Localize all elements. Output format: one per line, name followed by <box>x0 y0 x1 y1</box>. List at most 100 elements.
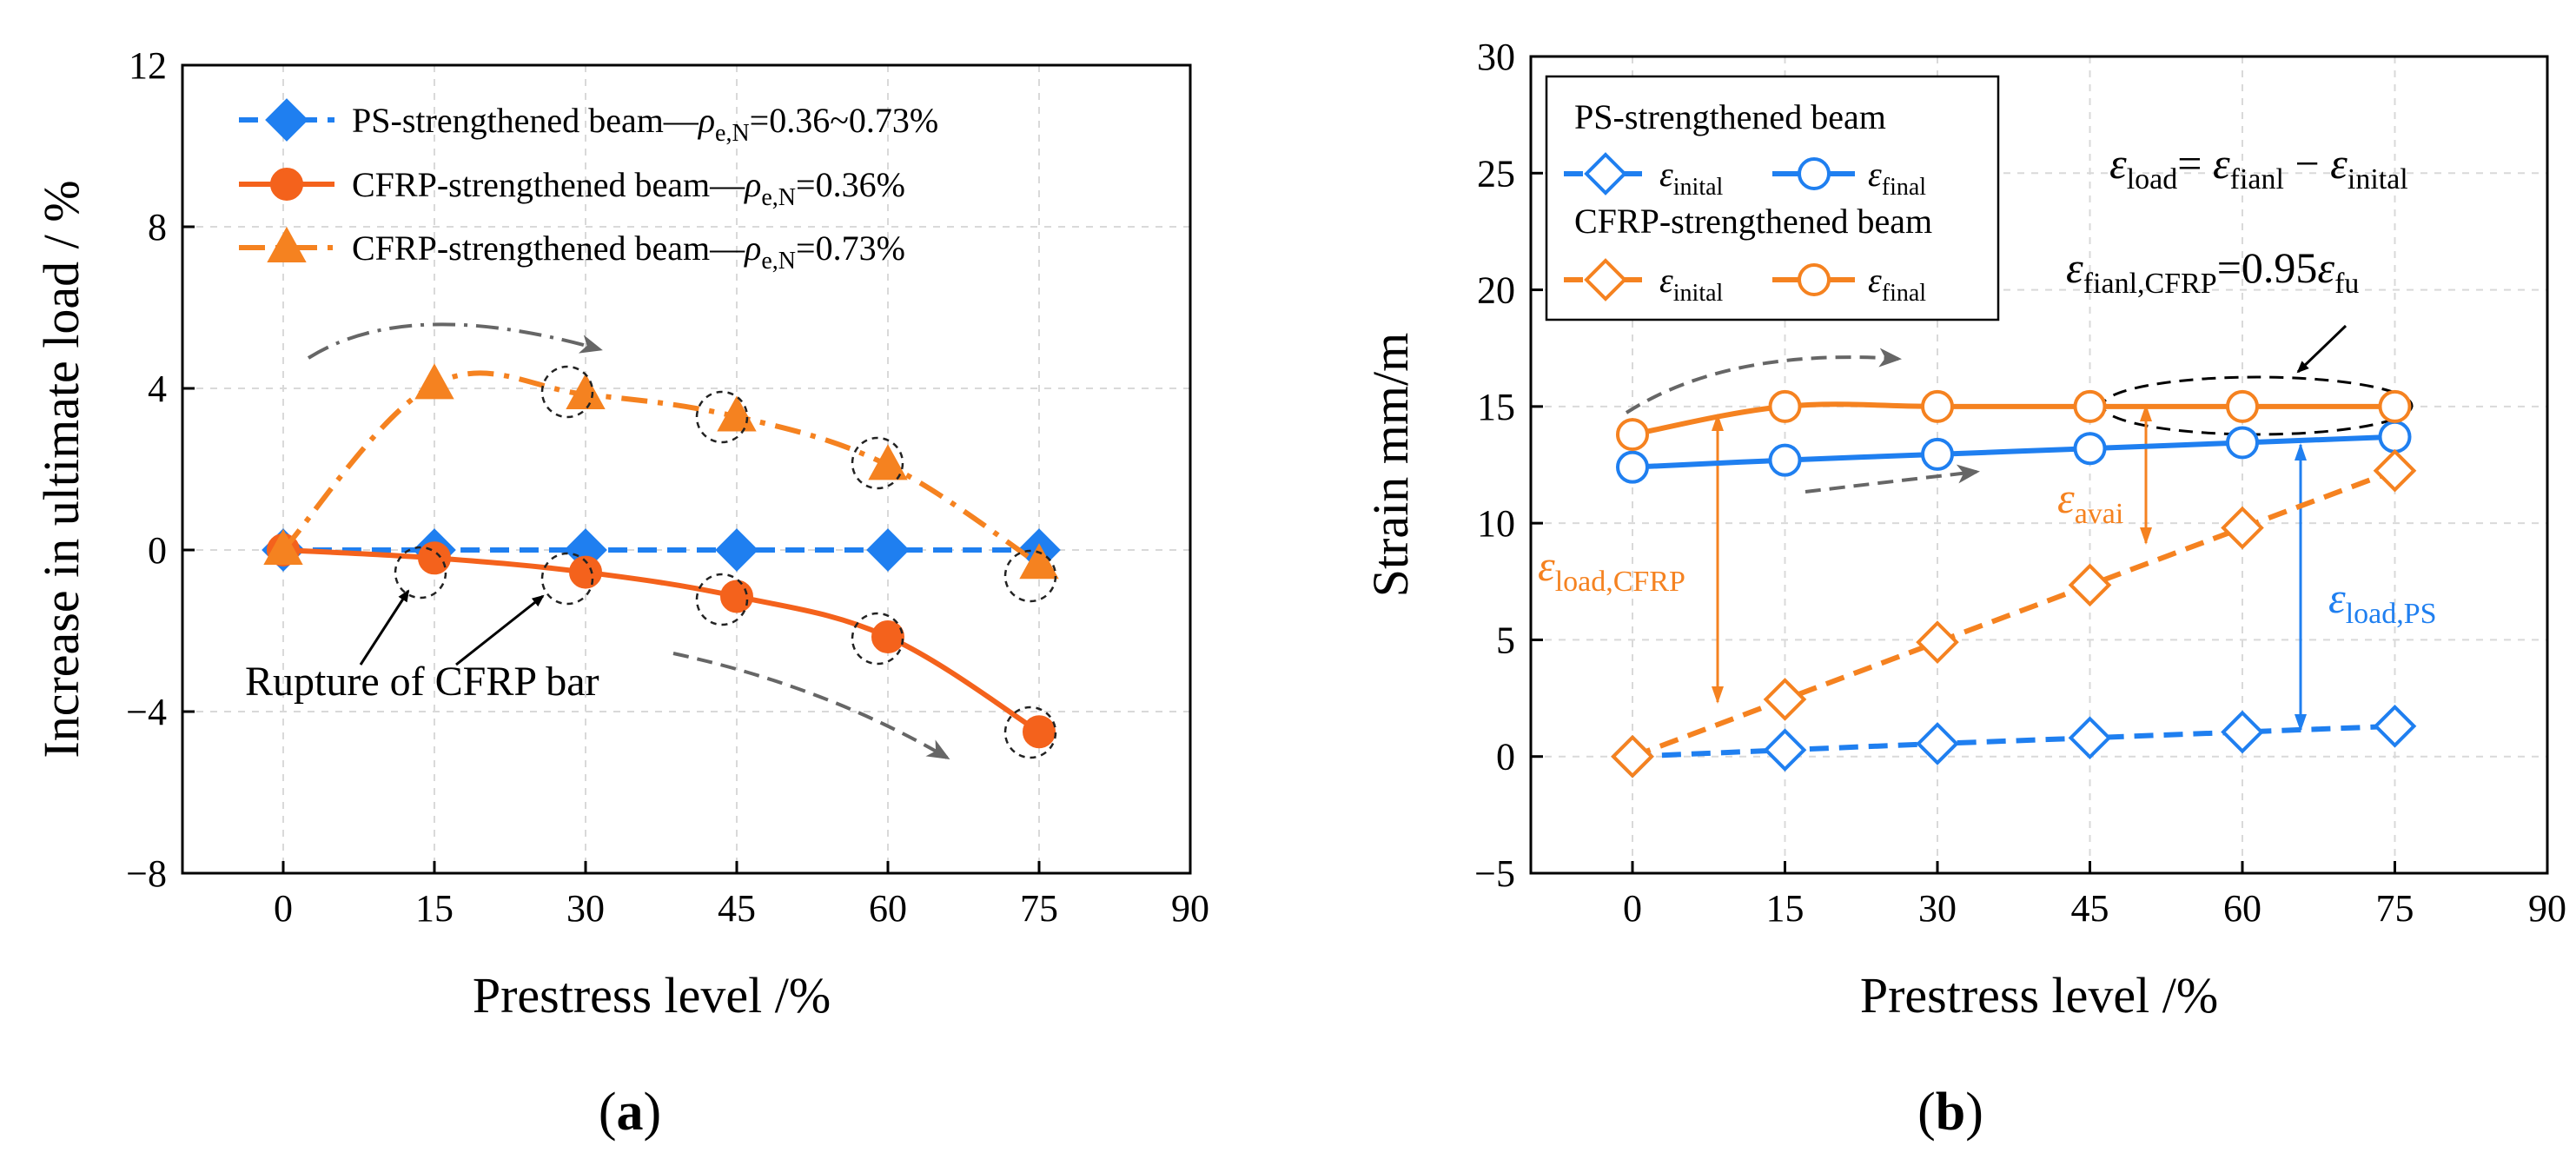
chart-b-series-line-0 <box>1632 723 2395 759</box>
trend-arrow-b-lower <box>1805 464 1980 494</box>
chart-a-point-s2-1 <box>414 363 454 400</box>
chart-b-point-s1-1 <box>1768 443 1802 477</box>
rupture-markers <box>394 365 1057 759</box>
chart-b-series <box>1611 389 2417 778</box>
chart-b-legend: PS-strengthened beam CFRP-strengthened b… <box>1545 75 2000 321</box>
chart-b-ytick-label: 15 <box>1477 386 1515 428</box>
chart-b-point-s1-5 <box>2378 420 2412 454</box>
legend-a-label-main: CFRP-strengthened beam— <box>352 229 745 268</box>
label-load-cfrp: εload,CFRP <box>1538 541 1685 598</box>
legend-a-label-rho: ρ <box>743 165 761 204</box>
chart-b-series-line-3 <box>1632 401 2395 438</box>
chart-b-series-line-2 <box>1631 467 2396 759</box>
legend-a-label-sub: e,N <box>761 248 796 275</box>
chart-a: 0 15 30 45 60 75 90 −8 −4 0 4 8 12 Rupture of CFRP b… <box>33 44 1209 1142</box>
chart-b-xtick-label: 15 <box>1766 887 1805 930</box>
chart-a-xtick-label: 90 <box>1171 887 1209 930</box>
legend-a-label-tail: =0.36% <box>796 165 905 204</box>
chart-a-point-s2-0 <box>263 528 303 565</box>
chart-b-ticks: 0 15 30 45 60 75 90 −5 0 5 10 15 20 25 30 <box>1474 36 2566 930</box>
equation-fianl-cfrp: εfianl,CFRP=0.95εfu <box>2066 243 2359 300</box>
chart-b-ytick-label: 30 <box>1477 36 1515 78</box>
chart-b-ytick-label: −5 <box>1474 852 1515 895</box>
chart-b: 0 15 30 45 60 75 90 −5 0 5 10 15 20 25 30 εload,CFRP ε… <box>1362 36 2566 1142</box>
rupture-circle-75-tri <box>1003 549 1057 603</box>
chart-b-point-s0-1 <box>1763 728 1807 772</box>
chart-b-ytick-label: 10 <box>1477 502 1515 545</box>
chart-a-point-s0-4 <box>866 528 910 572</box>
chart-a-xtick-label: 60 <box>869 887 907 930</box>
chart-a-series-line-1 <box>282 547 1041 734</box>
legend-b-label-sub: final <box>1882 280 1927 307</box>
chart-a-panel-label: (a) <box>599 1083 661 1142</box>
legend-b-label-symbol: ε <box>1659 155 1673 194</box>
chart-b-series-line-1 <box>1632 434 2395 470</box>
chart-b-point-s3-1 <box>1768 389 1802 423</box>
rupture-circle-60 <box>851 612 904 666</box>
legend-a-label-sub: e,N <box>761 184 796 211</box>
chart-b-xtick-label: 45 <box>2071 887 2109 930</box>
rupture-circle-15 <box>394 546 447 600</box>
legend-b-label-sub: inital <box>1673 280 1724 307</box>
trend-arrow-b-upper <box>1625 348 1902 414</box>
legend-a-label-main: PS-strengthened beam— <box>352 101 699 140</box>
legend-a-label-2: CFRP-strengthened beam—ρe,N=0.73% <box>352 229 905 275</box>
legend-b-marker-3 <box>1798 263 1831 296</box>
chart-b-ytick-label: 20 <box>1477 269 1515 312</box>
chart-a-point-s1-1 <box>418 541 451 575</box>
legend-b-marker-0 <box>1584 152 1627 195</box>
chart-a-ytick-label: 8 <box>148 206 167 248</box>
chart-b-point-s2-4 <box>2221 506 2264 550</box>
rupture-circle-30-tri <box>540 365 594 419</box>
chart-b-point-s2-5 <box>2373 448 2417 493</box>
legend-group-cfrp: CFRP-strengthened beam <box>1574 202 1932 241</box>
chart-a-point-s2-3 <box>717 395 757 432</box>
legend-a-label-main: CFRP-strengthened beam— <box>352 165 745 204</box>
rupture-circle-30 <box>540 552 594 606</box>
chart-b-point-s1-2 <box>1921 437 1954 471</box>
legend-a-marker-0 <box>265 98 308 142</box>
chart-b-xtick-label: 30 <box>1918 887 1957 930</box>
label-load-ps: εload,PS <box>2328 573 2437 630</box>
chart-b-point-s0-3 <box>2068 716 2112 760</box>
trend-arrow-up <box>307 322 603 360</box>
chart-b-panel-label: (b) <box>1917 1083 1983 1142</box>
chart-a-xtick-label: 75 <box>1020 887 1058 930</box>
rupture-circle-60-tri <box>851 436 904 490</box>
legend-b-label-symbol: ε <box>1659 261 1673 300</box>
chart-a-ylabel: Increase in ultimate load / % <box>33 180 89 758</box>
legend-a-marker-1 <box>270 168 303 201</box>
chart-b-point-s3-5 <box>2378 389 2412 423</box>
chart-b-panel-letter: b <box>1936 1083 1965 1142</box>
chart-a-ytick-label: 12 <box>129 44 167 87</box>
chart-b-point-s2-1 <box>1763 678 1807 721</box>
rupture-annotation: Rupture of CFRP bar <box>245 659 599 705</box>
legend-b-label-symbol: ε <box>1868 261 1882 300</box>
legend-b-marker-1 <box>1798 157 1831 190</box>
chart-b-point-s0-2 <box>1916 722 1959 765</box>
legend-a-label-sub: e,N <box>715 120 750 147</box>
chart-a-ytick-label: 4 <box>148 368 167 410</box>
chart-a-point-s2-4 <box>868 444 908 480</box>
legend-group-ps: PS-strengthened beam <box>1574 97 1886 136</box>
chart-b-point-s3-4 <box>2226 389 2259 423</box>
chart-b-point-s1-3 <box>2073 432 2107 466</box>
legend-b-label-0: εinital <box>1659 155 1724 201</box>
chart-a-legend: PS-strengthened beam—ρe,N=0.36~0.73%CFRP… <box>239 98 938 275</box>
rupture-arrow-1 <box>359 589 410 666</box>
chart-b-xtick-label: 60 <box>2223 887 2261 930</box>
chart-a-series-line-2 <box>281 370 1041 566</box>
chart-b-point-s2-0 <box>1611 734 1654 778</box>
chart-b-point-s3-2 <box>1921 389 1954 423</box>
chart-b-point-s3-0 <box>1616 418 1649 452</box>
chart-b-ytick-label: 5 <box>1496 619 1515 661</box>
legend-b-label-symbol: ε <box>1868 155 1882 194</box>
chart-b-ylabel: Strain mm/m <box>1362 333 1419 598</box>
rupture-circle-45 <box>695 573 749 626</box>
legend-a-marker-2 <box>267 226 307 262</box>
chart-a-series <box>262 363 1061 749</box>
chart-a-xtick-label: 30 <box>566 887 605 930</box>
legend-b-label-sub: inital <box>1673 174 1724 201</box>
chart-a-xtick-label: 0 <box>274 887 293 930</box>
